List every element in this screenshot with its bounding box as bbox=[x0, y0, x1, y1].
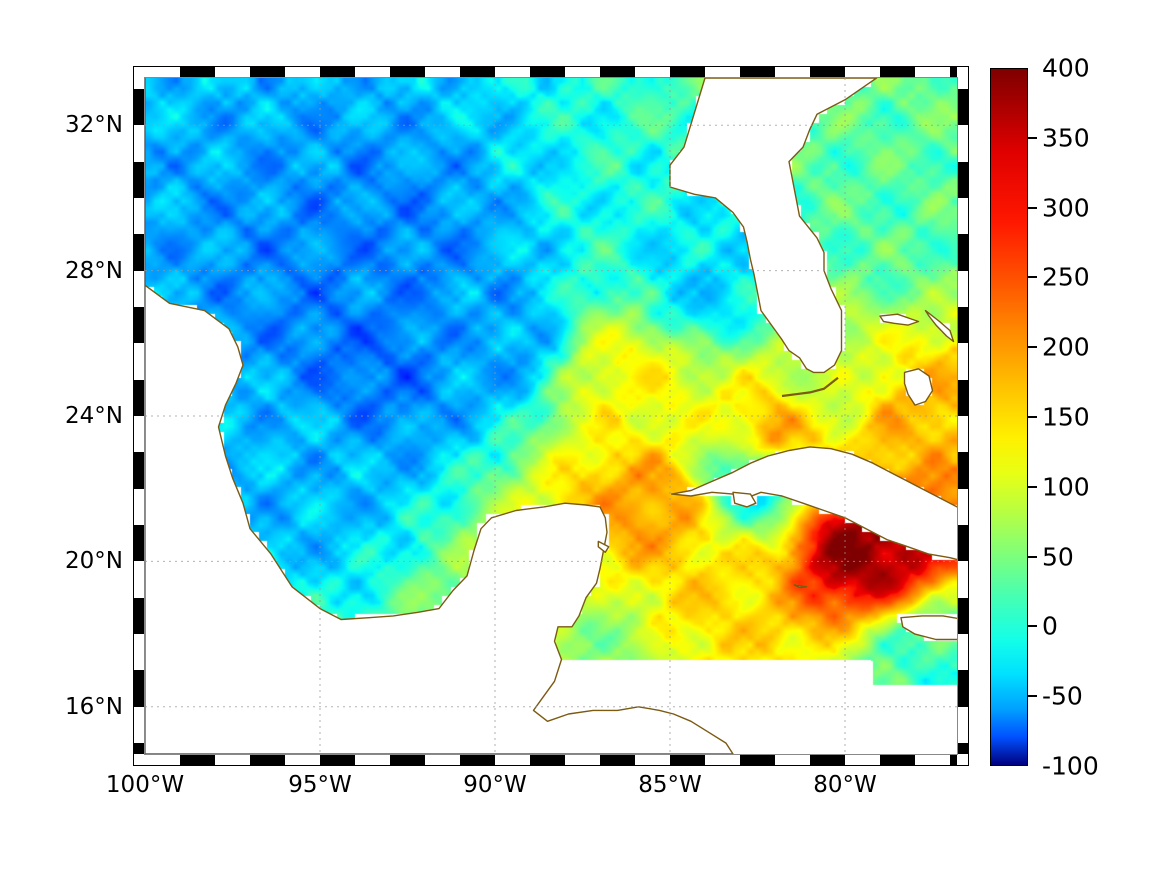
colorbar-tick-2 bbox=[1028, 206, 1037, 209]
colorbar-tick-1 bbox=[1028, 136, 1037, 139]
colorbar-tick-4 bbox=[1028, 346, 1037, 349]
coastline-overlay bbox=[145, 78, 957, 754]
y-tick-label-2: 24°N bbox=[65, 403, 123, 429]
x-tick-label-3: 85°W bbox=[638, 772, 702, 798]
colorbar-tick-label-7: 50 bbox=[1042, 542, 1074, 572]
colorbar-tick-label-0: 400 bbox=[1042, 53, 1090, 83]
colorbar-tick-6 bbox=[1028, 485, 1037, 488]
x-tick-label-1: 95°W bbox=[288, 772, 352, 798]
colorbar-tick-9 bbox=[1028, 695, 1037, 698]
colorbar-tick-label-3: 250 bbox=[1042, 262, 1090, 292]
map-frame-band-top bbox=[145, 67, 957, 78]
colorbar-tick-label-8: 0 bbox=[1042, 611, 1058, 641]
colorbar-gradient bbox=[990, 68, 1028, 766]
y-tick-label-4: 16°N bbox=[65, 693, 123, 720]
y-tick-label-3: 20°N bbox=[65, 548, 123, 575]
map-data-region bbox=[144, 77, 958, 755]
colorbar-tick-label-4: 200 bbox=[1042, 332, 1090, 362]
colorbar-tick-5 bbox=[1028, 416, 1037, 418]
map-frame-band-bottom bbox=[145, 754, 957, 765]
map-frame-band-right bbox=[957, 78, 968, 754]
y-tick-label-0: 32°N bbox=[65, 112, 123, 139]
y-tick-label-1: 28°N bbox=[65, 257, 123, 284]
colorbar-tick-label-2: 300 bbox=[1042, 193, 1090, 223]
colorbar-tick-7 bbox=[1028, 555, 1037, 558]
colorbar-tick-label-6: 100 bbox=[1042, 472, 1090, 502]
map-frame-band-left bbox=[134, 78, 145, 754]
colorbar: 400 350 300 250 200 150 100 50 0 -50 -100 bbox=[990, 54, 1099, 781]
x-tick-label-2: 90°W bbox=[463, 772, 527, 798]
colorbar-tick-label-10: -100 bbox=[1042, 751, 1099, 781]
colorbar-tick-label-5: 150 bbox=[1042, 402, 1090, 432]
x-tick-label-4: 80°W bbox=[813, 772, 877, 798]
colorbar-tick-label-1: 350 bbox=[1042, 123, 1090, 153]
colorbar-tick-8 bbox=[1028, 625, 1037, 628]
x-tick-label-0: 100°W bbox=[105, 772, 185, 798]
colorbar-tick-label-9: -50 bbox=[1042, 681, 1083, 711]
map-axes bbox=[133, 66, 969, 766]
graticule-grid bbox=[145, 78, 957, 754]
colorbar-tick-3 bbox=[1028, 276, 1037, 279]
